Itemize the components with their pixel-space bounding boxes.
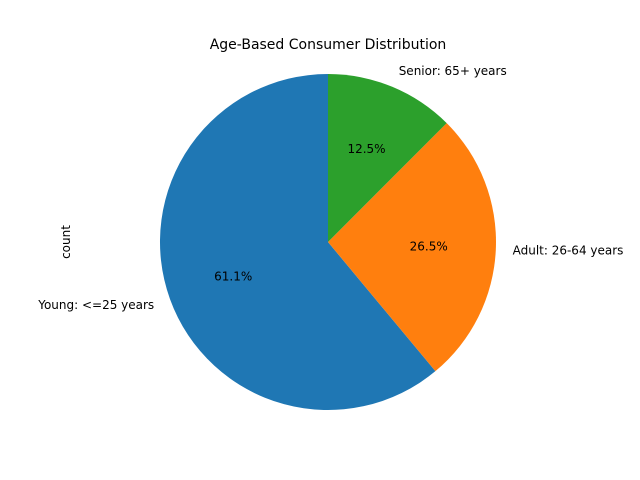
slice-percent-label: 61.1% [214, 269, 252, 283]
pie-labels: Young: <=25 years 61.1% Adult: 26-64 years… [37, 64, 623, 312]
y-axis-label: count [59, 225, 73, 259]
pie-slice [328, 74, 447, 242]
slice-percent-label: 12.5% [347, 142, 385, 156]
pie-slice [328, 123, 496, 372]
slice-percent-label: 26.5% [410, 240, 448, 254]
pie-slice [159, 74, 436, 411]
chart-title: Age-Based Consumer Distribution [210, 37, 447, 53]
pie-slices [159, 74, 496, 411]
slice-category-label: Adult: 26-64 years [513, 243, 624, 257]
slice-category-label: Senior: 65+ years [399, 64, 507, 78]
slice-category-label: Young: <=25 years [37, 298, 154, 312]
